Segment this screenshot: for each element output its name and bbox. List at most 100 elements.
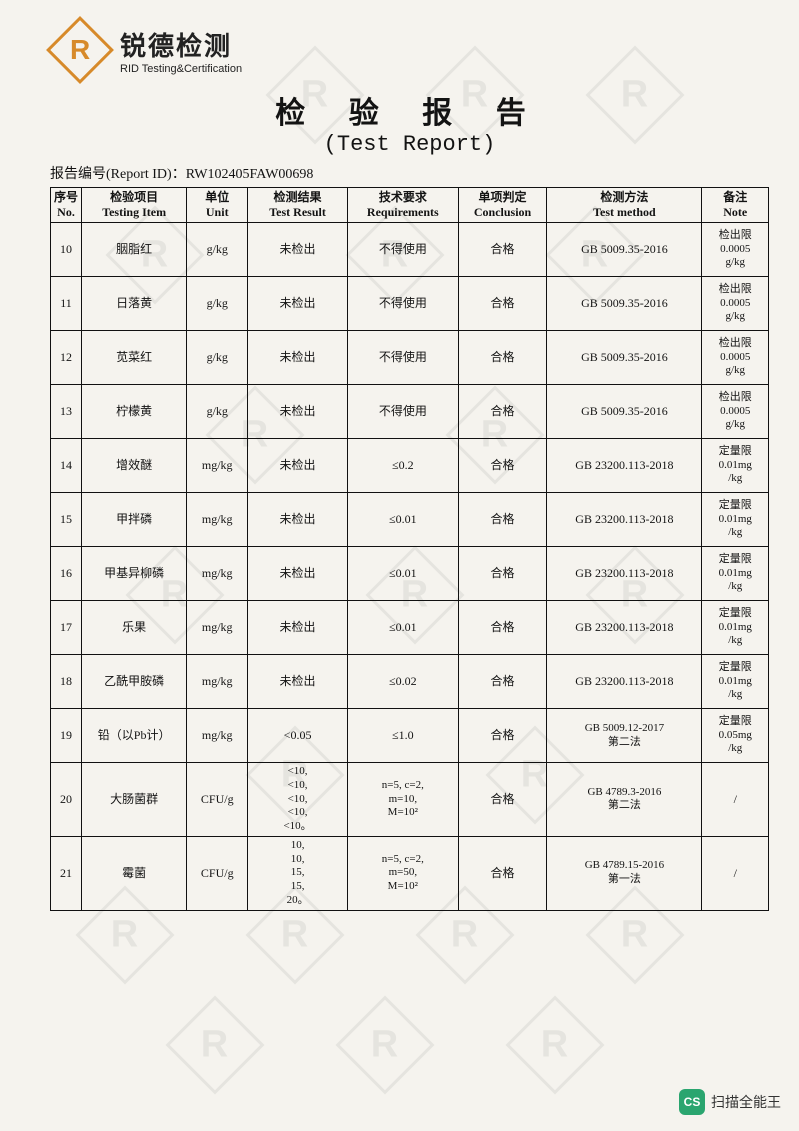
cell-note: 定量限 0.05mg /kg xyxy=(702,709,769,763)
cell-result: 未检出 xyxy=(248,439,348,493)
cell-no: 17 xyxy=(51,601,82,655)
cell-method: GB 4789.15-2016 第一法 xyxy=(547,836,702,910)
cell-item: 乐果 xyxy=(82,601,187,655)
cell-result: <10, <10, <10, <10, <10。 xyxy=(248,763,348,837)
cell-method: GB 5009.35-2016 xyxy=(547,385,702,439)
cell-no: 11 xyxy=(51,277,82,331)
cell-unit: CFU/g xyxy=(187,763,248,837)
cell-no: 18 xyxy=(51,655,82,709)
cell-method: GB 4789.3-2016 第二法 xyxy=(547,763,702,837)
col-header-4: 技术要求Requirements xyxy=(347,188,458,223)
cell-note: 定量限 0.01mg /kg xyxy=(702,493,769,547)
cell-no: 14 xyxy=(51,439,82,493)
title-block: 检 验 报 告 (Test Report) xyxy=(50,88,769,157)
cell-method: GB 5009.35-2016 xyxy=(547,331,702,385)
cell-concl: 合格 xyxy=(458,439,547,493)
cell-req: ≤1.0 xyxy=(347,709,458,763)
cell-req: ≤0.02 xyxy=(347,655,458,709)
report-id-value: RW102405FAW00698 xyxy=(186,167,314,182)
cell-req: ≤0.2 xyxy=(347,439,458,493)
cell-item: 甲基异柳磷 xyxy=(82,547,187,601)
table-row: 19铅（以Pb计）mg/kg<0.05≤1.0合格GB 5009.12-2017… xyxy=(51,709,769,763)
page: R 锐德检测 RID Testing&Certification 检 验 报 告… xyxy=(0,0,799,931)
cell-concl: 合格 xyxy=(458,709,547,763)
cell-result: 未检出 xyxy=(248,547,348,601)
cell-method: GB 23200.113-2018 xyxy=(547,547,702,601)
report-id-row: 报告编号(Report ID)：RW102405FAW00698 xyxy=(50,163,769,183)
table-row: 14增效醚mg/kg未检出≤0.2合格GB 23200.113-2018定量限 … xyxy=(51,439,769,493)
cell-result: 未检出 xyxy=(248,277,348,331)
cell-concl: 合格 xyxy=(458,385,547,439)
cell-unit: g/kg xyxy=(187,385,248,439)
table-body: 10胭脂红g/kg未检出不得使用合格GB 5009.35-2016检出限 0.0… xyxy=(51,223,769,911)
cell-item: 日落黄 xyxy=(82,277,187,331)
col-header-5: 单项判定Conclusion xyxy=(458,188,547,223)
cell-concl: 合格 xyxy=(458,223,547,277)
cell-unit: g/kg xyxy=(187,223,248,277)
scan-icon: CS xyxy=(679,1089,705,1115)
test-table: 序号No.检验项目Testing Item单位Unit检测结果Test Resu… xyxy=(50,187,769,911)
cell-result: 未检出 xyxy=(248,385,348,439)
cell-item: 大肠菌群 xyxy=(82,763,187,837)
cell-unit: g/kg xyxy=(187,331,248,385)
cell-note: 定量限 0.01mg /kg xyxy=(702,601,769,655)
cell-req: 不得使用 xyxy=(347,223,458,277)
cell-no: 21 xyxy=(51,836,82,910)
logo-icon: R xyxy=(46,16,114,84)
cell-unit: mg/kg xyxy=(187,709,248,763)
cell-method: GB 23200.113-2018 xyxy=(547,601,702,655)
cell-result: <0.05 xyxy=(248,709,348,763)
table-row: 18乙酰甲胺磷mg/kg未检出≤0.02合格GB 23200.113-2018定… xyxy=(51,655,769,709)
cell-item: 乙酰甲胺磷 xyxy=(82,655,187,709)
logo-block: R 锐德检测 RID Testing&Certification xyxy=(50,20,769,80)
cell-concl: 合格 xyxy=(458,547,547,601)
cell-result: 10, 10, 15, 15, 20。 xyxy=(248,836,348,910)
col-header-0: 序号No. xyxy=(51,188,82,223)
cell-note: 定量限 0.01mg /kg xyxy=(702,547,769,601)
cell-unit: mg/kg xyxy=(187,547,248,601)
cell-method: GB 23200.113-2018 xyxy=(547,493,702,547)
cell-note: / xyxy=(702,763,769,837)
cell-method: GB 5009.35-2016 xyxy=(547,223,702,277)
cell-note: 定量限 0.01mg /kg xyxy=(702,655,769,709)
scan-text: 扫描全能王 xyxy=(711,1092,781,1112)
cell-concl: 合格 xyxy=(458,836,547,910)
cell-note: 检出限 0.0005 g/kg xyxy=(702,277,769,331)
logo-en: RID Testing&Certification xyxy=(120,63,242,75)
col-header-3: 检测结果Test Result xyxy=(248,188,348,223)
cell-note: 定量限 0.01mg /kg xyxy=(702,439,769,493)
logo-letter: R xyxy=(70,34,90,66)
cell-item: 增效醚 xyxy=(82,439,187,493)
col-header-1: 检验项目Testing Item xyxy=(82,188,187,223)
cell-item: 柠檬黄 xyxy=(82,385,187,439)
cell-req: 不得使用 xyxy=(347,385,458,439)
table-row: 17乐果mg/kg未检出≤0.01合格GB 23200.113-2018定量限 … xyxy=(51,601,769,655)
cell-note: / xyxy=(702,836,769,910)
cell-concl: 合格 xyxy=(458,763,547,837)
table-row: 12苋菜红g/kg未检出不得使用合格GB 5009.35-2016检出限 0.0… xyxy=(51,331,769,385)
col-header-2: 单位Unit xyxy=(187,188,248,223)
cell-unit: mg/kg xyxy=(187,493,248,547)
cell-concl: 合格 xyxy=(458,277,547,331)
cell-note: 检出限 0.0005 g/kg xyxy=(702,385,769,439)
scan-badge: CS 扫描全能王 xyxy=(679,1089,781,1115)
logo-cn: 锐德检测 xyxy=(120,26,242,63)
table-header-row: 序号No.检验项目Testing Item单位Unit检测结果Test Resu… xyxy=(51,188,769,223)
cell-req: 不得使用 xyxy=(347,277,458,331)
title-cn: 检 验 报 告 xyxy=(50,88,769,132)
cell-result: 未检出 xyxy=(248,655,348,709)
table-row: 13柠檬黄g/kg未检出不得使用合格GB 5009.35-2016检出限 0.0… xyxy=(51,385,769,439)
cell-no: 16 xyxy=(51,547,82,601)
cell-result: 未检出 xyxy=(248,331,348,385)
cell-unit: g/kg xyxy=(187,277,248,331)
table-row: 11日落黄g/kg未检出不得使用合格GB 5009.35-2016检出限 0.0… xyxy=(51,277,769,331)
cell-result: 未检出 xyxy=(248,493,348,547)
cell-unit: mg/kg xyxy=(187,655,248,709)
cell-req: ≤0.01 xyxy=(347,601,458,655)
cell-concl: 合格 xyxy=(458,493,547,547)
table-row: 16甲基异柳磷mg/kg未检出≤0.01合格GB 23200.113-2018定… xyxy=(51,547,769,601)
cell-req: 不得使用 xyxy=(347,331,458,385)
cell-req: ≤0.01 xyxy=(347,547,458,601)
cell-req: n=5, c=2, m=50, M=10² xyxy=(347,836,458,910)
cell-concl: 合格 xyxy=(458,331,547,385)
